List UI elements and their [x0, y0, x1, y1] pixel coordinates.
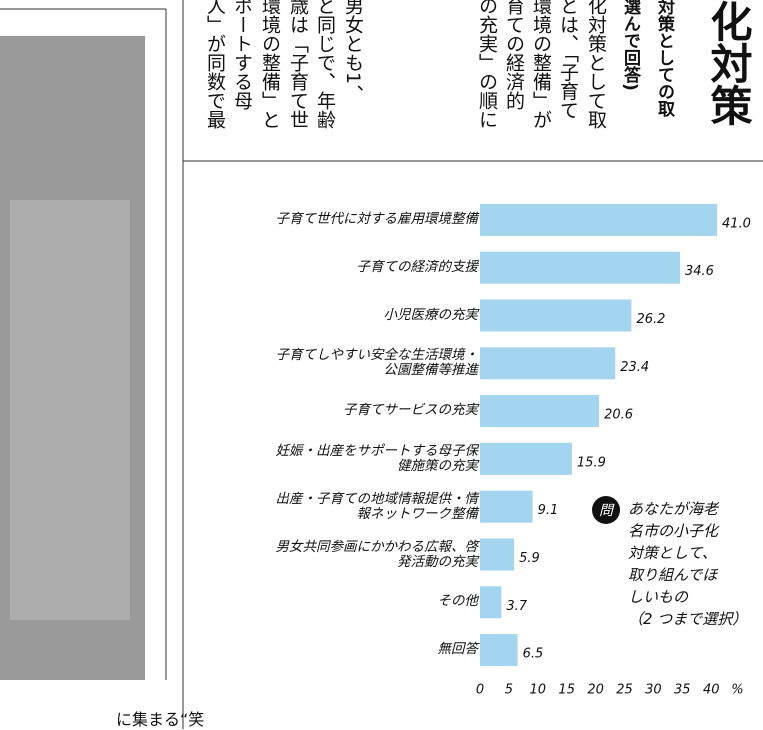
bar: [480, 299, 632, 332]
x-tick-label: 25: [616, 683, 633, 698]
text-column: 環境の整備」と: [259, 0, 281, 129]
text-column: 歳は「子育て世: [287, 0, 309, 129]
bar: [480, 347, 616, 380]
value-label: 6.5: [523, 647, 544, 662]
heading: 化対策: [704, 0, 753, 126]
text-column: 育ての経済的: [503, 0, 525, 110]
bar: [480, 442, 572, 475]
subheading: 対策としての取: [654, 0, 674, 117]
text-column: 男女とも1、: [342, 0, 364, 104]
plot: 41.0 34.6 26.2 23.4 20.6 15.9 9.1 5.9 3.7 6.5 0 5 10…: [476, 203, 751, 698]
bar: [480, 490, 533, 523]
bar: [480, 634, 518, 667]
text-column: ポートする母: [231, 0, 253, 110]
category-label: 子育ての経済的支援: [356, 258, 479, 275]
badge: [592, 496, 620, 524]
x-tick-label: 10: [530, 683, 547, 698]
category-label: 男女共同参画にかかわる広報、啓 発活動の充実: [275, 538, 479, 570]
x-tick-label: 15: [558, 683, 575, 698]
x-tick-label: 5: [505, 683, 513, 698]
category-label: 子育てサービスの充実: [343, 402, 478, 419]
x-tick-label: 35: [674, 683, 691, 698]
value-label: 9.1: [538, 503, 559, 518]
bar: [480, 538, 515, 571]
x-tick-label: 30: [645, 683, 662, 698]
text-column: 化対策として取: [585, 0, 607, 129]
annotation: あなたが海老 名市の小子化 対策として、 取り組んでほ しいもの （2 つまで選…: [628, 500, 748, 628]
value-label: 3.7: [506, 599, 527, 614]
text-column: 環境の整備」が: [530, 0, 552, 129]
value-label: 15.9: [577, 455, 606, 470]
category-label: 子育て世代に対する雇用環境整備: [275, 210, 479, 227]
badge-text: 問: [599, 503, 615, 519]
bar: [480, 586, 502, 619]
text-column: とは、「子育て: [557, 0, 579, 120]
category-label: その他: [437, 593, 479, 610]
value-label: 20.6: [604, 408, 633, 423]
category-label: 小児医療の充実: [383, 306, 479, 323]
bar: [480, 251, 681, 284]
value-label: 26.2: [636, 312, 665, 327]
text-column: と同じで、年齢: [314, 0, 336, 129]
x-unit: %: [731, 683, 743, 698]
x-tick-label: 0: [476, 683, 484, 698]
value-label: 23.4: [620, 360, 649, 375]
x-tick-label: 40: [703, 683, 720, 698]
text-column: の充実」の順に: [476, 0, 498, 129]
x-tick-label: 20: [587, 683, 604, 698]
subheading: 選んで回答): [620, 0, 640, 91]
category-label: 無回答: [437, 641, 479, 658]
caption: に集まる“笑: [116, 710, 205, 729]
category-label: 子育てしやすい安全な生活環境・ 公園整備等推進: [275, 347, 478, 379]
photo-slide: [10, 200, 130, 620]
category-label: 出産・子育ての地域情報提供・情 報ネットワーク整備: [275, 490, 479, 522]
value-label: 41.0: [722, 216, 751, 231]
value-label: 34.6: [685, 264, 714, 279]
value-label: 5.9: [519, 551, 540, 566]
bar: [480, 203, 717, 236]
text-column: 人」が同数で最: [204, 0, 226, 129]
category-label: 妊娠・出産をサポートする母子保 健施策の充実: [275, 442, 479, 474]
bar: [480, 395, 600, 428]
